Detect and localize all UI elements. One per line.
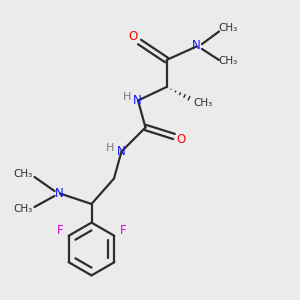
Text: F: F <box>56 224 63 237</box>
Text: CH₃: CH₃ <box>14 203 33 214</box>
Text: H: H <box>106 143 114 153</box>
Text: O: O <box>128 30 137 43</box>
Text: H: H <box>122 92 131 102</box>
Text: CH₃: CH₃ <box>14 169 33 179</box>
Text: N: N <box>55 187 64 200</box>
Text: N: N <box>116 145 125 158</box>
Text: N: N <box>192 39 201 52</box>
Text: O: O <box>176 133 185 146</box>
Text: N: N <box>133 94 142 107</box>
Text: F: F <box>120 224 127 237</box>
Text: CH₃: CH₃ <box>218 23 238 33</box>
Text: CH₃: CH₃ <box>193 98 212 109</box>
Text: CH₃: CH₃ <box>218 56 238 67</box>
